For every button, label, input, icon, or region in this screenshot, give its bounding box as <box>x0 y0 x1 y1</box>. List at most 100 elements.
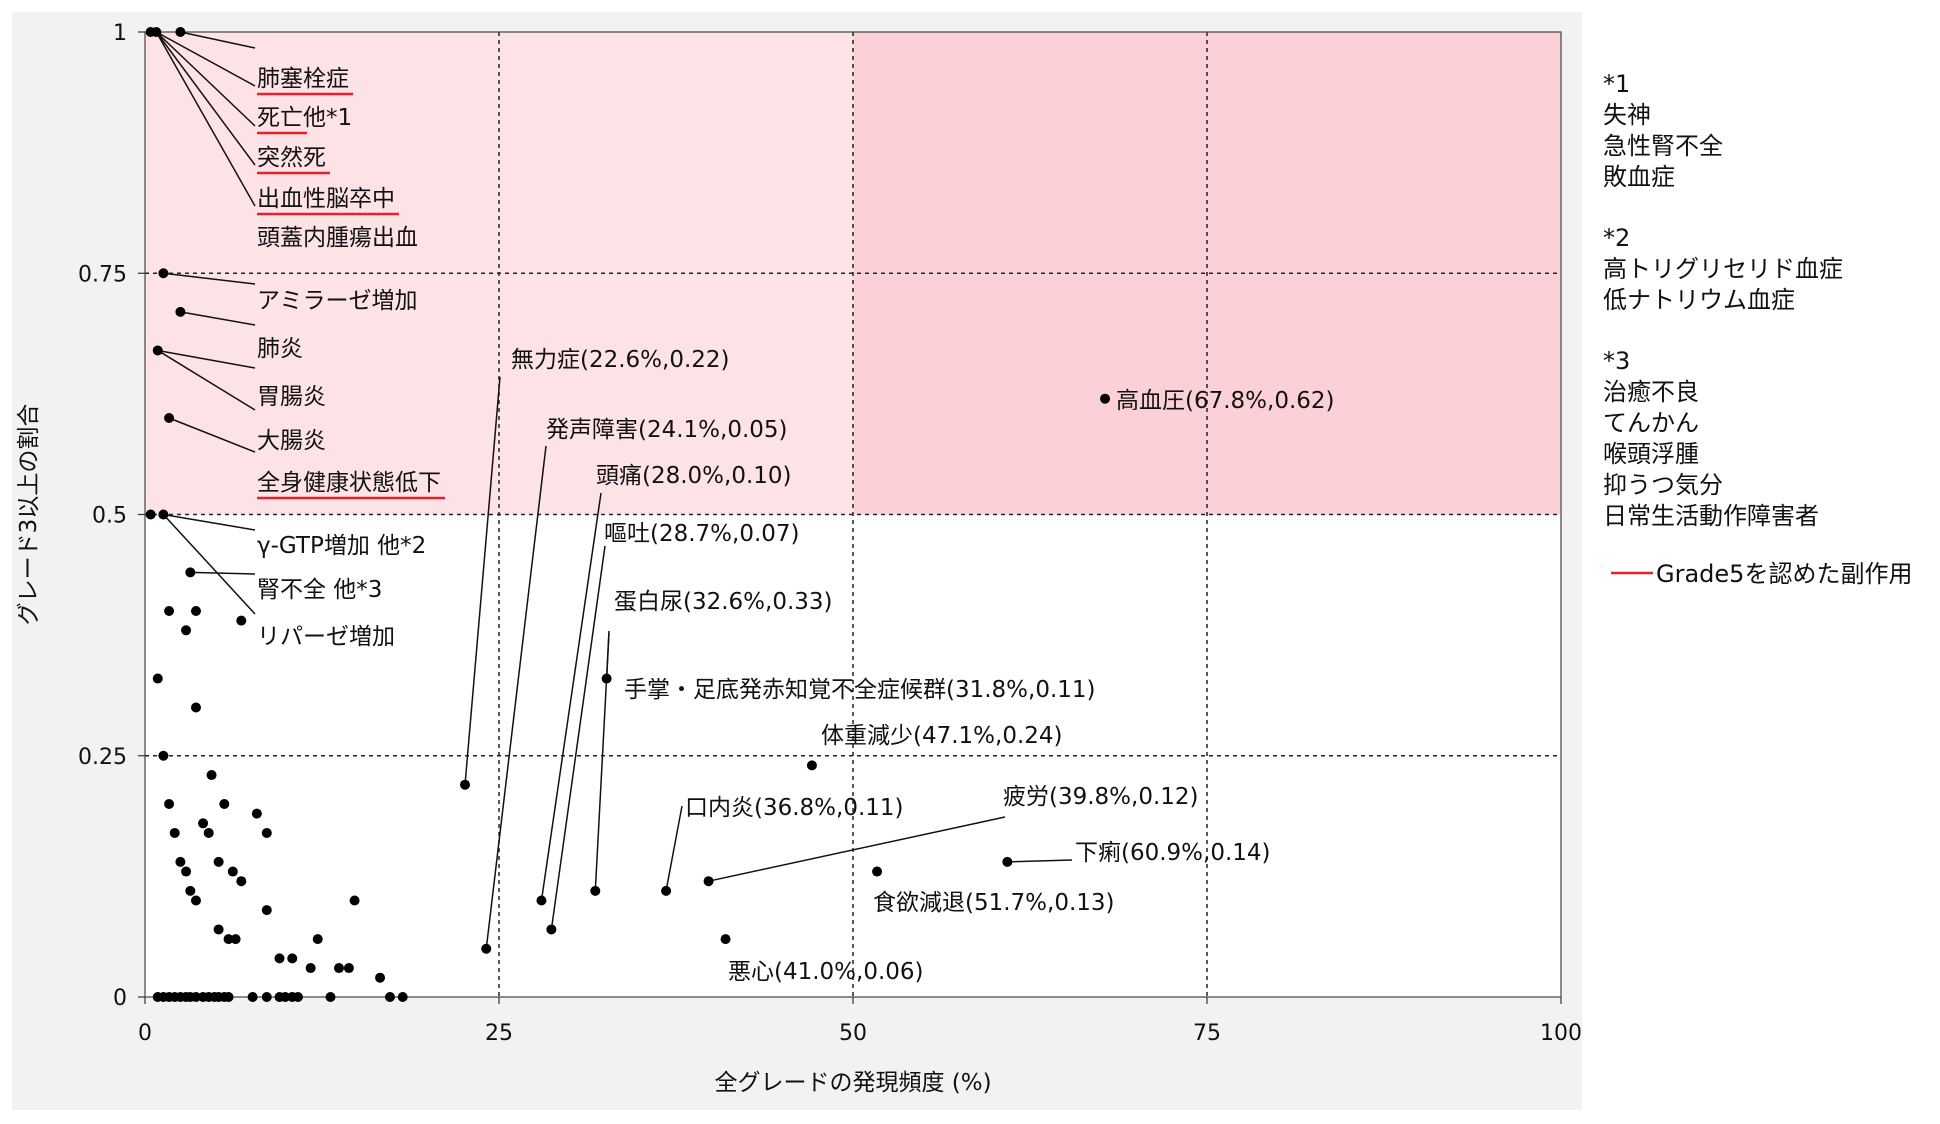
data-point <box>206 770 217 781</box>
legend-label: Grade5を認めた副作用 <box>1656 560 1912 588</box>
data-point <box>219 799 230 809</box>
data-point <box>1100 393 1111 404</box>
leader-line <box>155 31 256 87</box>
data-point <box>349 895 360 906</box>
data-point <box>312 934 323 945</box>
annotation-label: 手掌・足底発赤知覚不全症候群(31.8%,0.11) <box>624 677 1096 703</box>
annotation-label: 全身健康状態低下 <box>257 470 441 496</box>
data-point <box>223 992 234 1002</box>
leader-line <box>665 805 683 891</box>
data-point <box>261 827 272 838</box>
data-point <box>872 866 883 877</box>
annotation-label: 頭痛(28.0%,0.10) <box>596 463 792 489</box>
annotation-label: 下痢(60.9%,0.14) <box>1075 840 1271 866</box>
annotation-label: 口内炎(36.8%,0.11) <box>685 795 904 821</box>
data-point <box>181 625 192 636</box>
note-item: 失神 <box>1603 101 1651 129</box>
data-point <box>152 345 163 356</box>
x-axis-title: 全グレードの発現頻度 (%) <box>714 1070 991 1096</box>
annotation-label: 蛋白尿(32.6%,0.33) <box>614 589 833 615</box>
data-point <box>590 885 601 896</box>
note-item: 急性腎不全 <box>1603 132 1723 160</box>
annotation-label: 肺塞栓症 <box>257 66 349 92</box>
data-point <box>175 306 186 317</box>
data-point <box>274 953 285 964</box>
data-point <box>720 934 731 945</box>
data-point <box>164 606 175 616</box>
data-point <box>213 856 224 867</box>
data-point <box>151 27 162 37</box>
annotation-label: 肺炎 <box>257 336 303 362</box>
note-header: *2 <box>1603 224 1630 252</box>
leader-line <box>190 571 256 575</box>
data-point <box>601 673 612 684</box>
annotation-label: 胃腸炎 <box>257 384 326 410</box>
leader-line <box>180 31 256 49</box>
data-point <box>175 856 186 867</box>
data-point <box>236 876 247 887</box>
data-point <box>198 818 209 829</box>
y-axis-title: グレード3以上の割合 <box>16 404 42 626</box>
leader-line <box>155 31 256 207</box>
data-point <box>236 615 247 626</box>
annotation-label: 嘔吐(28.7%,0.07) <box>604 521 800 547</box>
data-point <box>213 924 224 935</box>
annotation-label-suffix: 他*1 <box>303 105 352 131</box>
leader-line <box>155 31 256 127</box>
annotation-label: 頭蓋内腫瘍出血 <box>257 225 418 251</box>
data-point <box>190 895 201 906</box>
data-point <box>185 567 196 578</box>
data-point <box>305 963 316 974</box>
data-point <box>169 827 180 838</box>
y-tick-label: 1 <box>113 21 127 46</box>
x-tick-label: 75 <box>1193 1021 1221 1046</box>
data-point <box>460 779 471 790</box>
data-point <box>190 992 201 1002</box>
y-tick-label: 0.25 <box>78 745 127 770</box>
data-point <box>806 760 817 771</box>
leader-line <box>180 311 256 326</box>
annotation-label: 腎不全 他*3 <box>257 577 382 603</box>
data-point <box>203 827 214 838</box>
leader-line <box>550 545 606 930</box>
annotation-label: 高血圧(67.8%,0.62) <box>1116 388 1335 414</box>
annotation-label: 出血性脳卒中 <box>257 186 395 212</box>
y-tick-label: 0.75 <box>78 262 127 287</box>
data-point <box>280 992 291 1002</box>
x-tick-label: 100 <box>1540 1021 1582 1046</box>
note-item: 高トリグリセリド血症 <box>1603 255 1843 283</box>
data-point <box>397 992 408 1002</box>
leader-line <box>540 492 602 901</box>
annotation-label: 体重減少(47.1%,0.24) <box>821 723 1063 749</box>
data-point <box>343 963 354 974</box>
data-point <box>223 934 234 945</box>
y-tick-label: 0.5 <box>92 504 127 529</box>
data-point <box>185 885 196 896</box>
note-item: 治癒不良 <box>1603 378 1699 406</box>
data-point <box>261 905 272 916</box>
x-tick-label: 50 <box>839 1021 867 1046</box>
annotation-label: リパーゼ増加 <box>257 624 395 650</box>
data-point <box>287 953 298 964</box>
data-point <box>325 992 336 1002</box>
annotation-label: 無力症(22.6%,0.22) <box>511 347 730 373</box>
note-header: *3 <box>1603 347 1630 375</box>
leader-line <box>168 417 256 453</box>
data-point <box>384 992 395 1002</box>
x-tick-label: 25 <box>485 1021 513 1046</box>
note-item: 日常生活動作障害者 <box>1603 502 1819 530</box>
data-point <box>190 702 201 713</box>
leader-line <box>163 513 256 531</box>
annotation-label: γ-GTP増加 他*2 <box>257 533 426 559</box>
x-tick-label: 0 <box>138 1021 152 1046</box>
data-point <box>175 27 186 37</box>
data-point <box>247 992 258 1002</box>
data-point <box>227 866 238 877</box>
note-item: 敗血症 <box>1603 163 1675 191</box>
note-item: 喉頭浮腫 <box>1603 440 1699 468</box>
data-point <box>152 673 163 684</box>
data-point <box>158 509 169 520</box>
note-item: 低ナトリウム血症 <box>1603 286 1795 314</box>
data-point <box>164 413 175 423</box>
